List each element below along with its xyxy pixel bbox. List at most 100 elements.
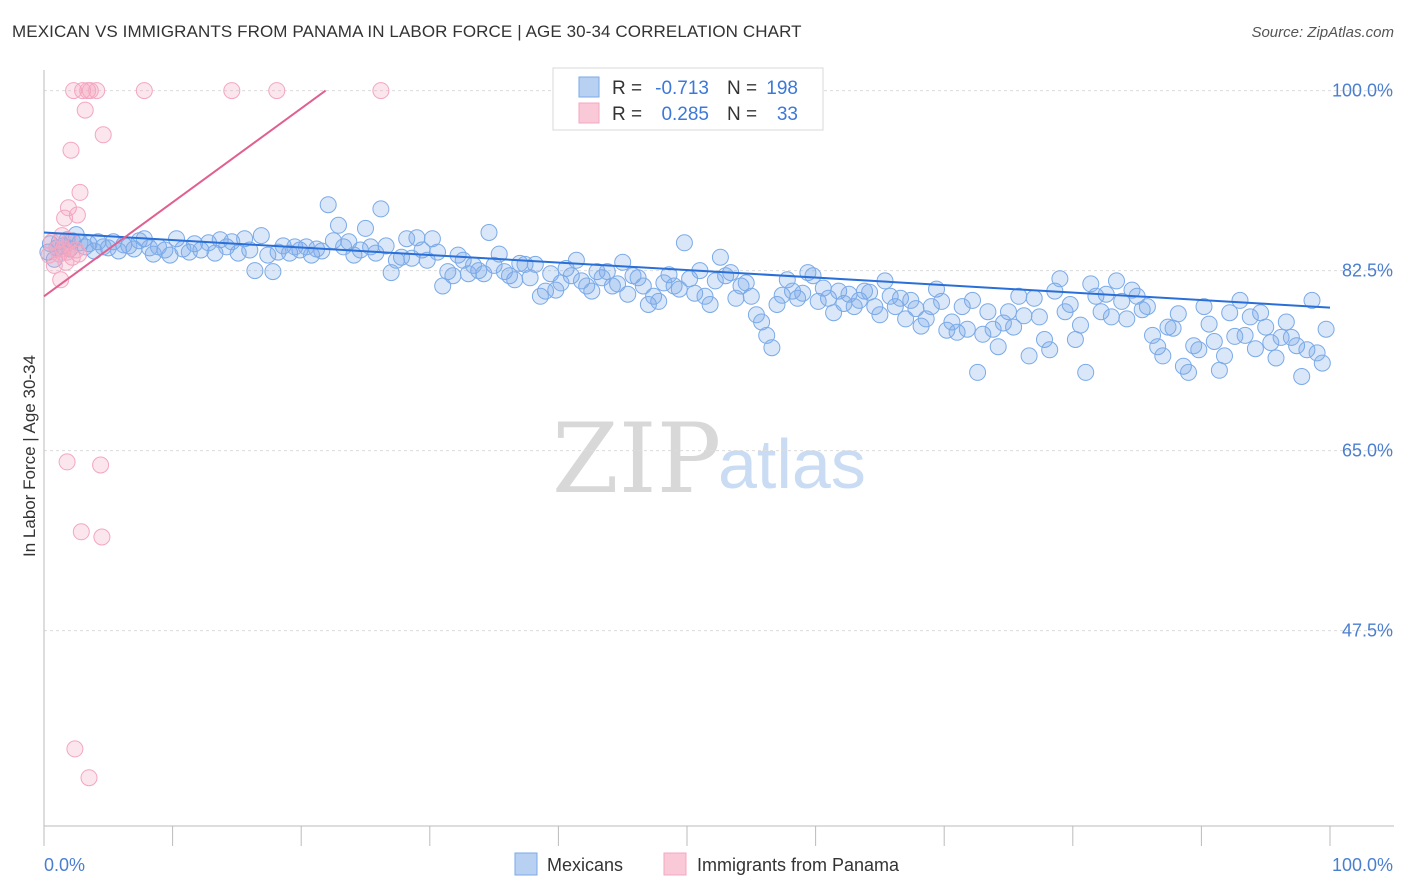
mexicans-point-182 — [974, 325, 992, 343]
mexicans-point-42 — [246, 262, 264, 280]
legend-swatch-mexicans — [578, 76, 600, 98]
y-tick-labels: 100.0% 82.5% 65.0% 47.5% — [1332, 81, 1393, 641]
mexicans-point-118 — [645, 287, 663, 305]
mexicans-point-230 — [1221, 304, 1239, 322]
mexicans-point-218 — [1159, 318, 1177, 336]
mexicans-point-226 — [1200, 315, 1218, 333]
mexicans-point-204 — [1087, 287, 1105, 305]
mexicans-point-75 — [423, 230, 441, 248]
mexicans-point-248 — [1313, 354, 1331, 372]
mexicans-point-161 — [866, 298, 884, 316]
mexicans-point-84 — [470, 262, 488, 280]
x-tick-label-0: 0.0% — [44, 855, 85, 875]
mexicans-point-121 — [660, 266, 678, 284]
legend-r-value-2: 0.285 — [661, 104, 709, 125]
mexicans-point-166 — [892, 289, 909, 307]
mexicans-point-219 — [1164, 319, 1182, 337]
mexicans-point-183 — [979, 303, 997, 321]
mexicans-point-43 — [252, 227, 270, 245]
panama-point-15 — [65, 82, 83, 100]
panama-point-24 — [88, 82, 106, 100]
mexicans-point-131 — [711, 248, 729, 266]
y-tick-label-3: 47.5% — [1342, 621, 1393, 641]
legend-n-label-1: N = — [727, 78, 757, 99]
series-mexicans-points — [39, 196, 1335, 385]
y-tick-label-0: 100.0% — [1332, 81, 1393, 101]
mexicans-point-174 — [933, 292, 951, 310]
x-tick-labels: 0.0% 100.0% — [44, 855, 1393, 875]
mexicans-point-195 — [1041, 341, 1059, 359]
x-tick-label-1: 100.0% — [1332, 855, 1393, 875]
mexicans-point-126 — [686, 284, 704, 302]
mexicans-point-165 — [886, 298, 904, 316]
watermark-zip: ZIP — [552, 403, 721, 515]
mexicans-point-175 — [938, 321, 956, 339]
mexicans-point-79 — [444, 267, 462, 285]
mexicans-point-236 — [1252, 304, 1270, 322]
panama-point-18 — [70, 245, 88, 263]
mexicans-point-146 — [789, 289, 807, 307]
mexicans-point-141 — [763, 339, 781, 357]
mexicans-point-185 — [989, 338, 1007, 356]
mexicans-point-129 — [701, 296, 719, 313]
series-panama-points — [40, 82, 390, 787]
mexicans-point-246 — [1303, 291, 1321, 309]
panama-point-34 — [66, 740, 84, 758]
mexicans-point-82 — [459, 265, 477, 283]
mexicans-point-180 — [964, 291, 981, 309]
mexicans-point-201 — [1072, 316, 1089, 334]
mexicans-point-147 — [794, 284, 812, 302]
mexicans-point-200 — [1066, 331, 1084, 348]
mexicans-point-207 — [1102, 308, 1120, 326]
mexicans-point-159 — [856, 282, 873, 300]
mexicans-point-217 — [1154, 347, 1172, 365]
mexicans-point-186 — [994, 314, 1012, 332]
legend-n-value-2: 33 — [777, 104, 798, 125]
panama-point-21 — [76, 101, 94, 119]
mexicans-point-220 — [1169, 305, 1187, 323]
panama-trend-line — [43, 89, 327, 298]
axes — [43, 70, 1394, 846]
mexicans-trend-line — [43, 231, 1331, 309]
mexicans-point-137 — [742, 287, 760, 305]
mexicans-point-102 — [562, 267, 580, 285]
panama-point-28 — [268, 82, 286, 100]
grid-lines — [44, 90, 1394, 632]
mexicans-point-240 — [1272, 328, 1290, 346]
mexicans-point-162 — [871, 306, 889, 324]
mexicans-point-202 — [1077, 363, 1095, 381]
panama-point-27 — [223, 82, 241, 100]
mexicans-point-65 — [372, 200, 390, 218]
mexicans-point-215 — [1144, 326, 1161, 344]
mexicans-point-234 — [1241, 308, 1259, 326]
mexicans-point-229 — [1216, 347, 1233, 365]
mexicans-point-41 — [241, 241, 259, 259]
mexicans-point-247 — [1308, 344, 1326, 362]
mexicans-point-62 — [357, 219, 374, 237]
mexicans-point-164 — [881, 287, 899, 305]
mexicans-point-32 — [186, 235, 203, 253]
mexicans-point-192 — [1025, 289, 1043, 307]
panama-point-33 — [93, 528, 111, 546]
legend-r-value-1: -0.713 — [655, 78, 709, 99]
mexicans-point-27 — [156, 241, 174, 259]
mexicans-point-150 — [809, 292, 827, 310]
mexicans-point-235 — [1246, 340, 1264, 358]
mexicans-point-96 — [531, 287, 549, 305]
mexicans-point-116 — [634, 277, 652, 295]
panama-point-13 — [62, 141, 80, 159]
panama-point-19 — [71, 183, 89, 201]
y-tick-label-2: 65.0% — [1342, 441, 1393, 461]
panama-point-11 — [59, 199, 77, 217]
mexicans-point-128 — [696, 287, 714, 305]
mexicans-point-194 — [1036, 331, 1053, 348]
mexicans-point-225 — [1195, 298, 1213, 316]
mexicans-point-149 — [804, 267, 822, 285]
legend-n-value-1: 198 — [766, 78, 798, 99]
legend-r-label-1: R = — [612, 78, 642, 99]
mexicans-point-106 — [583, 282, 601, 300]
mexicans-point-222 — [1180, 363, 1197, 381]
mexicans-point-44 — [259, 246, 277, 264]
mexicans-point-57 — [330, 216, 347, 234]
